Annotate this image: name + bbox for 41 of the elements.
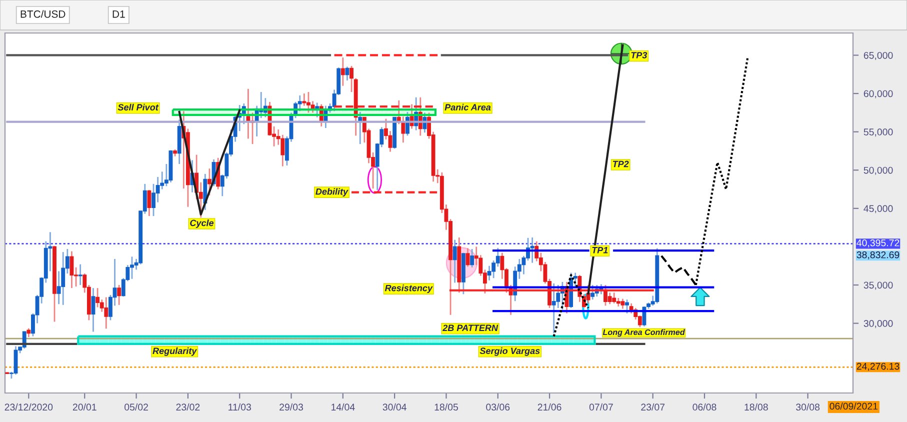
y-tick-label: 35,000 [864,282,893,290]
x-tick-label: 21/06 [538,403,562,411]
annotation: Cycle [190,220,214,228]
x-tick-label: 23/02 [176,403,200,411]
annotation: Debility [316,188,348,197]
y-tick-label: 45,000 [864,205,893,214]
x-tick-label: 20/01 [72,403,96,411]
chart-title: BTC/USD [20,10,66,18]
x-tick-label: 03/06 [486,403,510,411]
x-tick-label: 07/07 [589,403,613,411]
y-tick-label: 50,000 [864,166,893,175]
x-tick-label: 11/03 [228,403,251,411]
ref-line-label: 24,276.13 [856,362,900,371]
annotation: TP3 [631,52,648,58]
x-tick-label: 30/08 [796,403,820,411]
annotation: Sell Pivot [118,104,159,110]
x-tick-label: 23/12/2020 [4,403,53,411]
annotation: Panic Area [444,104,491,110]
x-tick-label: 18/05 [434,403,458,411]
y-tick-label: 60,000 [864,90,893,98]
chart-subtitle: D1 [112,10,125,18]
x-tick-label: 18/08 [744,403,768,411]
annotation: 2B PATTERN [442,324,498,332]
annotation: Resistency [384,284,433,294]
x-tick-label: 23/07 [641,403,665,411]
annotation: TP1 [592,247,608,254]
text: 38,832.69 [856,251,900,260]
x-tick-label: 05/02 [124,403,148,411]
x-tick-label: 29/03 [280,403,303,411]
x-tick-label: 06/08 [692,403,716,411]
x-tick-label: 14/04 [331,403,355,411]
text: 06/09/2021 [830,402,878,410]
ref-line-label: 40,395.72 [856,239,900,248]
y-tick-label: 30,000 [864,320,893,328]
annotation: Sergio Vargas [480,347,540,356]
x-tick-label: 30/04 [382,403,406,411]
annotation: Long Area Confirmed [602,329,685,337]
annotation: Regularity [152,347,198,356]
annotation: TP2 [612,160,629,168]
y-tick-label: 55,000 [864,128,893,137]
y-tick-label: 65,000 [864,52,893,60]
